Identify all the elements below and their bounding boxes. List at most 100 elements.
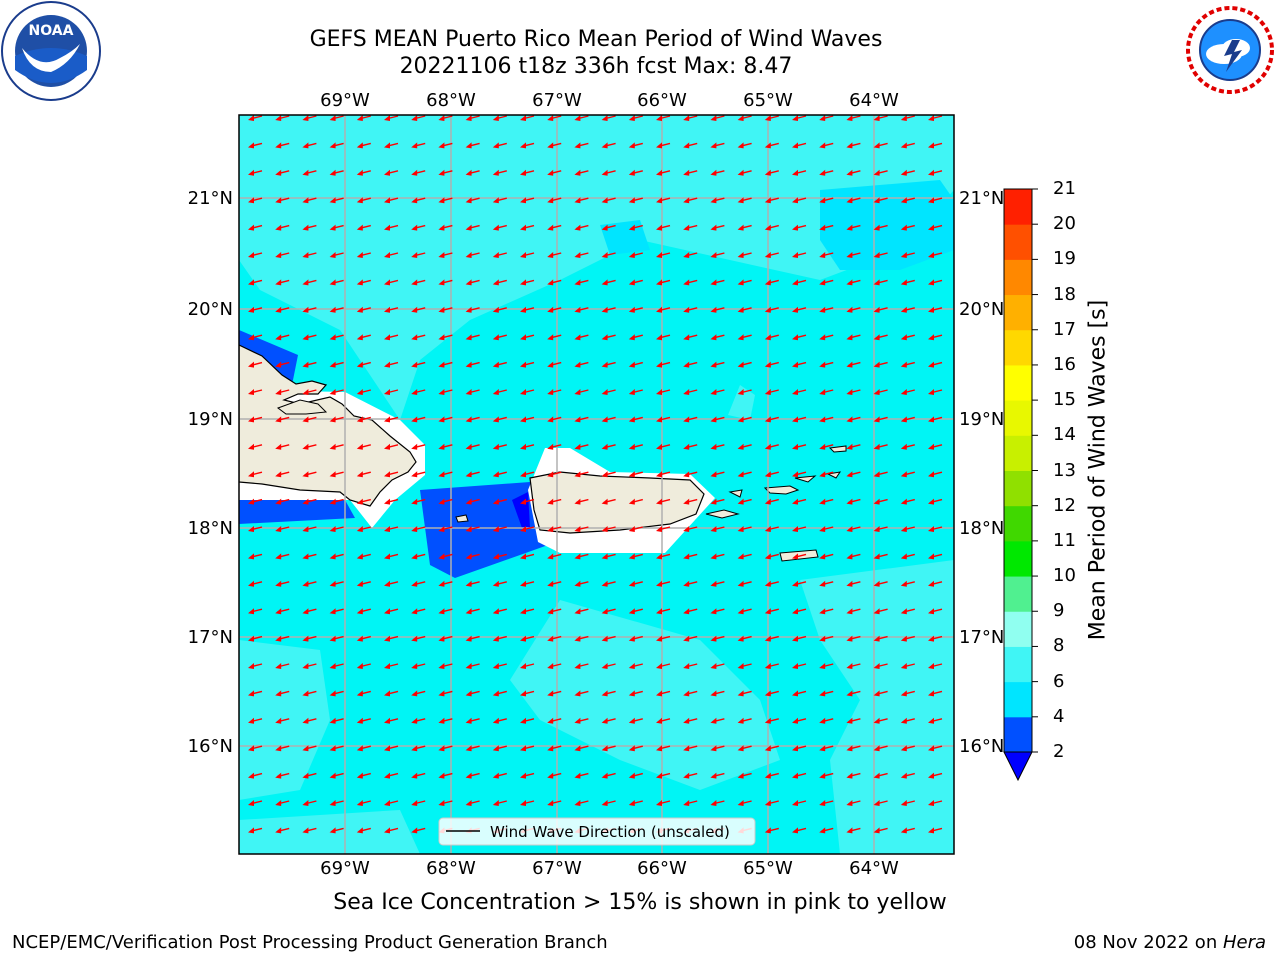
wave-direction-arrow	[601, 498, 616, 505]
wave-direction-arrow	[873, 252, 888, 258]
wave-direction-arrow	[900, 690, 915, 697]
wave-direction-arrow	[384, 389, 399, 395]
wave-direction-arrow	[683, 416, 698, 423]
wave-direction-arrow	[710, 745, 725, 752]
wave-direction-arrow	[683, 115, 698, 121]
wave-direction-arrow	[520, 224, 535, 231]
wave-direction-arrow	[465, 526, 480, 532]
wave-direction-arrow	[601, 361, 616, 368]
wave-direction-arrow	[900, 498, 915, 505]
wave-direction-arrow	[764, 115, 779, 121]
wave-direction-arrow	[329, 690, 344, 697]
wave-direction-arrow	[792, 745, 807, 752]
wave-direction-arrow	[520, 306, 535, 313]
wave-direction-arrow	[438, 471, 453, 478]
wave-direction-arrow	[710, 443, 725, 450]
wave-direction-arrow	[356, 252, 371, 258]
wave-direction-arrow	[656, 252, 671, 258]
wave-direction-arrow	[248, 306, 263, 313]
wave-direction-arrow	[275, 498, 290, 505]
wave-direction-arrow	[356, 334, 371, 341]
wave-direction-arrow	[438, 526, 453, 532]
wave-direction-arrow	[628, 279, 643, 286]
wave-direction-arrow	[411, 745, 426, 752]
wave-direction-arrow	[275, 471, 290, 478]
wave-direction-arrow	[275, 526, 290, 532]
period-band-6-8	[510, 600, 780, 790]
wave-direction-arrow	[356, 169, 371, 176]
wave-direction-arrow	[846, 663, 861, 669]
wave-direction-arrow	[547, 663, 562, 669]
wave-direction-arrow	[628, 608, 643, 615]
wave-direction-arrow	[384, 827, 399, 834]
wave-direction-arrow	[411, 800, 426, 806]
wave-direction-arrow	[601, 690, 616, 697]
wave-direction-arrow	[275, 142, 290, 149]
wave-direction-arrow	[411, 197, 426, 204]
wave-direction-arrow	[601, 608, 616, 615]
wave-direction-arrow	[792, 580, 807, 587]
wave-direction-arrow	[792, 690, 807, 697]
wave-direction-arrow	[438, 663, 453, 669]
wave-direction-arrow	[710, 361, 725, 368]
wave-direction-arrow	[438, 306, 453, 313]
wave-direction-arrow	[710, 416, 725, 423]
wave-direction-arrow	[492, 663, 507, 669]
wave-direction-arrow	[547, 800, 562, 806]
wave-direction-arrow	[792, 115, 807, 121]
wave-direction-arrow	[656, 663, 671, 669]
wave-direction-arrow	[683, 635, 698, 642]
wave-direction-arrow	[819, 772, 834, 779]
period-band-4-6	[600, 220, 650, 255]
wave-direction-arrow	[411, 334, 426, 341]
wave-direction-arrow	[628, 526, 643, 532]
wave-direction-arrow	[438, 361, 453, 368]
wave-direction-arrow	[411, 690, 426, 697]
wave-direction-arrow	[683, 553, 698, 560]
wave-direction-arrow	[710, 471, 725, 478]
wave-direction-arrow	[683, 389, 698, 395]
wave-direction-arrow	[465, 498, 480, 505]
wave-direction-arrow	[900, 306, 915, 313]
wave-direction-arrow	[601, 197, 616, 204]
wave-direction-arrow	[737, 334, 752, 341]
colorbar-tick-label: 12	[1053, 494, 1076, 516]
wave-direction-arrow	[928, 800, 943, 806]
wave-direction-arrow	[356, 197, 371, 204]
wave-direction-arrow	[873, 306, 888, 313]
wave-direction-arrow	[928, 690, 943, 697]
mona-island	[455, 514, 469, 523]
wave-direction-arrow	[574, 361, 589, 368]
wave-direction-arrow	[465, 306, 480, 313]
wave-direction-arrow	[873, 197, 888, 204]
wave-direction-arrow	[792, 443, 807, 450]
wave-direction-arrow	[792, 306, 807, 313]
wave-direction-arrow	[329, 772, 344, 779]
wave-direction-arrow	[329, 663, 344, 669]
wave-direction-arrow	[384, 224, 399, 231]
wave-direction-arrow	[900, 635, 915, 642]
wave-direction-arrow	[819, 334, 834, 341]
puerto-rico-land	[529, 471, 705, 534]
wave-direction-arrow	[601, 580, 616, 587]
wave-direction-arrow	[465, 361, 480, 368]
wave-direction-arrow	[656, 498, 671, 505]
wave-direction-arrow	[574, 443, 589, 450]
colorbar-tick-label: 8	[1053, 635, 1065, 657]
wave-direction-arrow	[819, 361, 834, 368]
wave-direction-arrow	[928, 334, 943, 341]
wave-direction-arrow	[329, 252, 344, 258]
wave-direction-arrow	[302, 580, 317, 587]
wave-direction-arrow	[900, 745, 915, 752]
wave-direction-arrow	[873, 443, 888, 450]
wave-direction-arrow	[275, 443, 290, 450]
wave-direction-arrow	[302, 635, 317, 642]
wave-direction-arrow	[438, 635, 453, 642]
wave-direction-arrow	[656, 635, 671, 642]
wave-direction-arrow	[710, 306, 725, 313]
wave-direction-arrow	[764, 252, 779, 258]
wave-direction-arrow	[438, 224, 453, 231]
wave-direction-arrow	[628, 142, 643, 149]
wave-direction-arrow	[628, 717, 643, 724]
wave-direction-arrow	[574, 197, 589, 204]
